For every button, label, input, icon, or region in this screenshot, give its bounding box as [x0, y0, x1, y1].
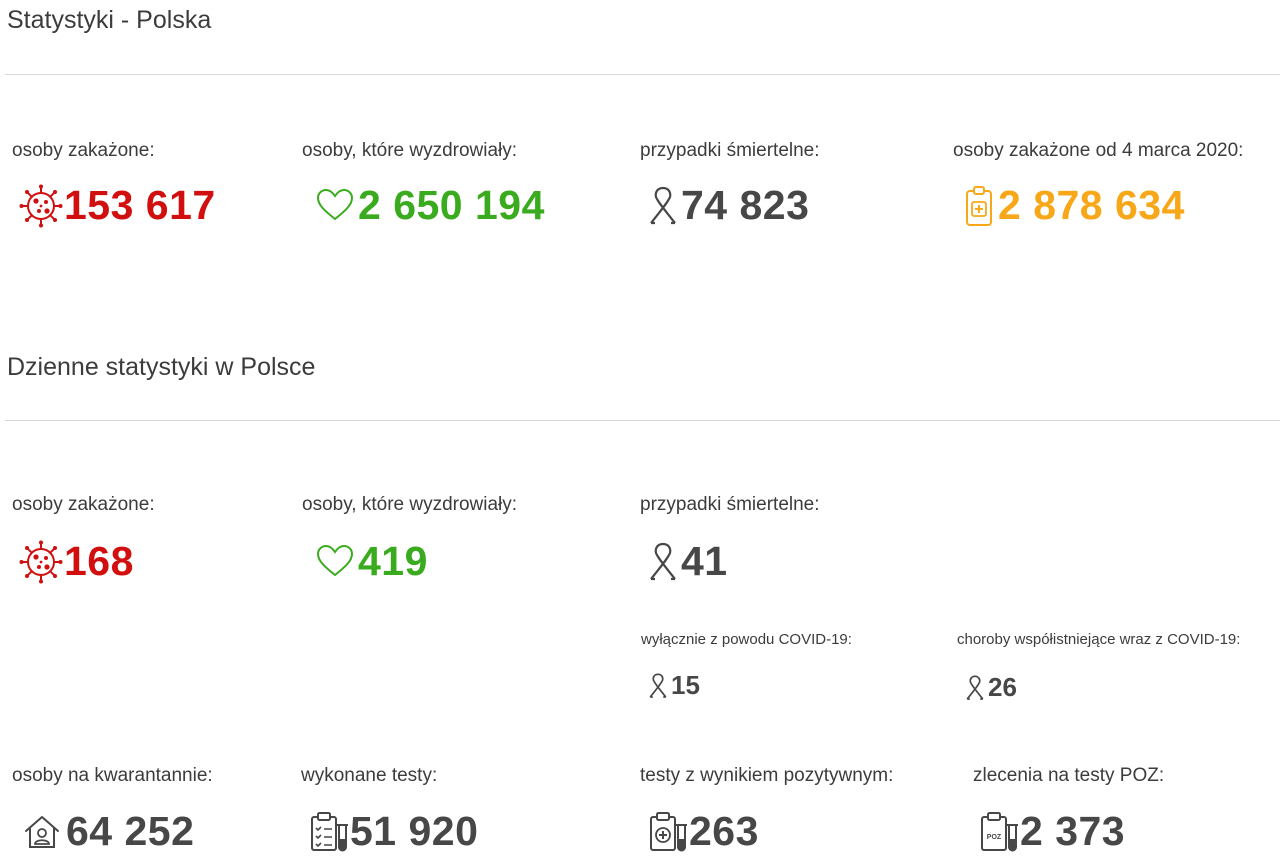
ribbon-icon: [645, 542, 681, 582]
stat-daily-comorbid: 26: [962, 672, 1017, 703]
virus-icon: [18, 540, 64, 584]
label-daily-recovered: osoby, które wyzdrowiały:: [302, 494, 518, 515]
label-total-since: osoby zakażone od 4 marca 2020:: [953, 140, 1244, 161]
ribbon-icon: [645, 672, 671, 699]
value-daily-infected: 168: [64, 538, 134, 584]
stat-daily-positive: 263: [647, 808, 759, 855]
value-total-infected: 153 617: [64, 182, 216, 228]
test-checklist-icon: [308, 811, 350, 853]
label-total-recovered: osoby, które wyzdrowiały:: [302, 140, 518, 161]
stat-total-infected: 153 617: [18, 182, 216, 229]
label-daily-comorbid: choroby współistniejące wraz z COVID-19:: [957, 631, 1241, 648]
house-person-icon: [18, 812, 66, 852]
value-total-since: 2 878 634: [998, 182, 1185, 228]
stat-daily-covid-only: 15: [645, 670, 700, 701]
heart-icon: [312, 542, 358, 582]
value-total-recovered: 2 650 194: [358, 182, 545, 228]
value-daily-covid-only: 15: [671, 670, 700, 700]
stat-daily-infected: 168: [18, 538, 134, 585]
label-daily-deaths: przypadki śmiertelne:: [640, 494, 820, 515]
label-daily-covid-only: wyłącznie z powodu COVID-19:: [641, 631, 852, 648]
label-daily-poz: zlecenia na testy POZ:: [973, 765, 1165, 786]
heart-icon: [312, 186, 358, 226]
label-daily-infected: osoby zakażone:: [12, 494, 155, 515]
stat-total-recovered: 2 650 194: [312, 182, 545, 229]
value-total-deaths: 74 823: [681, 182, 810, 228]
label-daily-quarantine: osoby na kwarantannie:: [12, 765, 213, 786]
value-daily-positive: 263: [689, 808, 759, 854]
value-daily-quarantine: 64 252: [66, 808, 195, 854]
test-poz-icon: POZ: [978, 811, 1020, 853]
value-daily-tests: 51 920: [350, 808, 479, 854]
value-daily-deaths: 41: [681, 538, 728, 584]
section-title-daily: Dzienne statystyki w Polsce: [7, 353, 316, 381]
stat-daily-poz: POZ 2 373: [978, 808, 1125, 855]
section-title-total: Statystyki - Polska: [7, 6, 212, 34]
label-total-deaths: przypadki śmiertelne:: [640, 140, 820, 161]
stat-total-deaths: 74 823: [645, 182, 809, 229]
test-positive-icon: [647, 811, 689, 853]
stat-total-since: 2 878 634: [960, 182, 1185, 229]
divider: [5, 420, 1280, 421]
stat-daily-deaths: 41: [645, 538, 728, 585]
value-daily-comorbid: 26: [988, 672, 1017, 702]
stat-daily-tests: 51 920: [308, 808, 478, 855]
clipboard-medical-icon: [960, 184, 998, 228]
virus-icon: [18, 184, 64, 228]
stat-daily-recovered: 419: [312, 538, 428, 585]
stat-daily-quarantine: 64 252: [18, 808, 194, 855]
divider: [5, 74, 1280, 75]
poz-badge: POZ: [987, 834, 1002, 841]
value-daily-recovered: 419: [358, 538, 428, 584]
ribbon-icon: [645, 186, 681, 226]
value-daily-poz: 2 373: [1020, 808, 1126, 854]
label-daily-tests: wykonane testy:: [301, 765, 438, 786]
label-total-infected: osoby zakażone:: [12, 140, 155, 161]
label-daily-positive: testy z wynikiem pozytywnym:: [640, 765, 894, 786]
ribbon-icon: [962, 674, 988, 701]
